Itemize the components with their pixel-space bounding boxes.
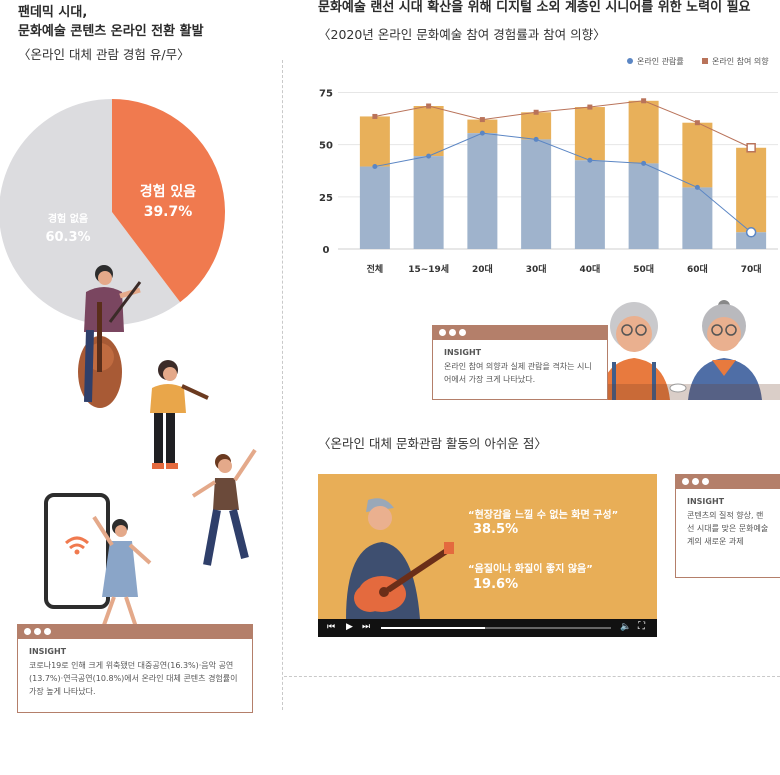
x-tick-label: 전체	[367, 263, 384, 275]
guitarist-illustration	[346, 498, 454, 619]
pie-value-no: 60.3%	[45, 230, 90, 245]
point-viewing	[533, 136, 539, 142]
legend-intent-label: 온라인 참여 의향	[712, 57, 769, 66]
skip-forward-icon[interactable]: ⏭	[362, 622, 371, 632]
x-tick-label: 50대	[633, 263, 654, 275]
bar-line-chart: 0 25 50 75 전체 15~19세 20대 30대 40대 50대 60대 70대	[319, 88, 778, 275]
pie-label-yes: 경험 있음	[140, 183, 197, 200]
wifi-icon	[64, 536, 90, 550]
y-tick-label: 0	[323, 245, 330, 256]
bar-intent-gap	[574, 107, 605, 161]
bar-intent-gap	[521, 112, 552, 140]
x-tick-label: 60대	[687, 263, 708, 275]
video-player[interactable]: “현장감을 느낄 수 없는 화면 구성” 38.5% “음질이나 화질이 좋지 …	[318, 474, 657, 637]
right-top-insight-heading: INSIGHT	[444, 348, 482, 357]
bar-viewing	[413, 156, 444, 249]
bar-viewing	[736, 232, 767, 249]
video-section-subtitle: 〈온라인 대체 문화관람 활동의 아쉬운 점〉	[318, 436, 547, 451]
pie-label-no: 경험 없음	[48, 212, 88, 225]
point-viewing	[745, 227, 757, 238]
y-tick-label: 50	[319, 141, 333, 152]
horizontal-divider	[284, 676, 780, 677]
bar-intent-gap	[359, 116, 390, 167]
right-bottom-insight-body: 콘텐츠의 질적 향상, 랜선 시대를 맞은 문화예술계의 새로운 과제	[687, 511, 769, 546]
right-bottom-insight-box: INSIGHT 콘텐츠의 질적 향상, 랜선 시대를 맞은 문화예술계의 새로운…	[675, 474, 780, 578]
line-viewing	[374, 132, 752, 233]
right-top-insight-body: 온라인 참여 의향과 실제 관람을 격차는 시니어에서 가장 크게 나타났다.	[444, 362, 592, 384]
video-progress-track[interactable]	[381, 627, 611, 629]
left-subtitle: 〈온라인 대체 관람 경험 유/무〉	[18, 47, 190, 62]
quote-1: “현장감을 느낄 수 없는 화면 구성”	[468, 510, 619, 521]
bar-viewing	[574, 160, 605, 249]
bar-viewing	[682, 187, 713, 249]
dancer-woman-illustration	[92, 515, 152, 628]
vertical-divider	[282, 60, 283, 710]
point-intent	[641, 98, 647, 104]
cellist-illustration	[78, 265, 142, 408]
left-title-line1: 팬데믹 시대,	[18, 5, 88, 20]
legend-intent: 온라인 참여 의향	[702, 56, 769, 67]
bar-intent-gap	[628, 100, 659, 164]
fullscreen-icon[interactable]: ⛶	[638, 621, 645, 632]
point-intent	[746, 143, 756, 153]
skip-back-icon[interactable]: ⏮	[327, 622, 336, 632]
dancer-man-illustration	[191, 448, 257, 566]
legend-viewing: 온라인 관람률	[627, 56, 684, 67]
point-viewing	[587, 157, 593, 163]
point-viewing	[372, 164, 378, 170]
insight-header-bar	[433, 326, 607, 340]
violinist-illustration	[150, 360, 209, 469]
pie-slice-no	[0, 99, 181, 325]
right-bottom-insight-heading: INSIGHT	[687, 497, 725, 506]
point-intent	[587, 104, 593, 110]
bar-viewing	[359, 166, 390, 249]
x-tick-label: 15~19세	[408, 263, 449, 275]
pie-value-yes: 39.7%	[144, 204, 193, 220]
quote-2-value: 19.6%	[473, 577, 519, 592]
video-control-bar: ⏮ ▶ ⏭ 🔈 ⛶	[318, 619, 657, 637]
right-subtitle: 〈2020년 온라인 문화예술 참여 경험률과 참여 의향〉	[318, 27, 606, 42]
left-title-line2: 문화예술 콘텐츠 온라인 전환 활발	[18, 24, 204, 39]
x-tick-label: 40대	[579, 263, 600, 275]
insight-header-bar	[676, 475, 780, 489]
point-viewing	[694, 184, 700, 190]
y-tick-label: 25	[319, 193, 333, 204]
bar-intent-gap	[467, 119, 498, 134]
y-tick-label: 75	[319, 88, 333, 99]
pie-slice-yes	[112, 99, 225, 303]
point-intent	[372, 113, 378, 119]
quote-1-value: 38.5%	[473, 522, 519, 537]
right-title: 문화예술 랜선 시대 확산을 위해 디지털 소외 계층인 시니어를 위한 노력이…	[318, 0, 751, 15]
point-viewing	[426, 153, 432, 159]
point-intent	[694, 120, 700, 126]
quote-2: “음질이나 화질이 좋지 않음”	[468, 564, 593, 575]
right-top-insight-box: INSIGHT 온라인 참여 의향과 실제 관람을 격차는 시니어에서 가장 크…	[432, 325, 608, 400]
left-insight-heading: INSIGHT	[29, 647, 67, 656]
legend-viewing-label: 온라인 관람률	[637, 57, 684, 66]
phone-illustration	[44, 493, 110, 609]
volume-icon[interactable]: 🔈	[620, 622, 632, 632]
bar-viewing	[628, 163, 659, 249]
insight-header-bar	[18, 625, 252, 639]
bar-viewing	[467, 133, 498, 249]
point-viewing	[479, 130, 485, 136]
video-progress-fill	[381, 627, 485, 629]
bar-viewing	[521, 139, 552, 249]
x-tick-label: 20대	[472, 263, 493, 275]
left-insight-body: 코로나19로 인해 크게 위축됐던 대중공연(16.3%)·음악 공연(13.7…	[29, 661, 238, 696]
line-intent	[374, 100, 752, 149]
seniors-illustration	[592, 300, 780, 400]
point-viewing	[641, 160, 647, 166]
bar-intent-gap	[413, 106, 444, 157]
bar-intent-gap	[682, 122, 713, 188]
point-intent	[533, 109, 539, 115]
play-icon[interactable]: ▶	[346, 622, 353, 632]
x-tick-label: 70대	[741, 263, 762, 275]
point-intent	[426, 103, 432, 109]
pie-chart: 경험 있음 39.7% 경험 없음 60.3%	[0, 99, 225, 325]
point-intent	[479, 117, 485, 123]
bar-intent-gap	[736, 147, 767, 233]
left-insight-box: INSIGHT 코로나19로 인해 크게 위축됐던 대중공연(16.3%)·음악…	[17, 624, 253, 713]
x-tick-label: 30대	[526, 263, 547, 275]
